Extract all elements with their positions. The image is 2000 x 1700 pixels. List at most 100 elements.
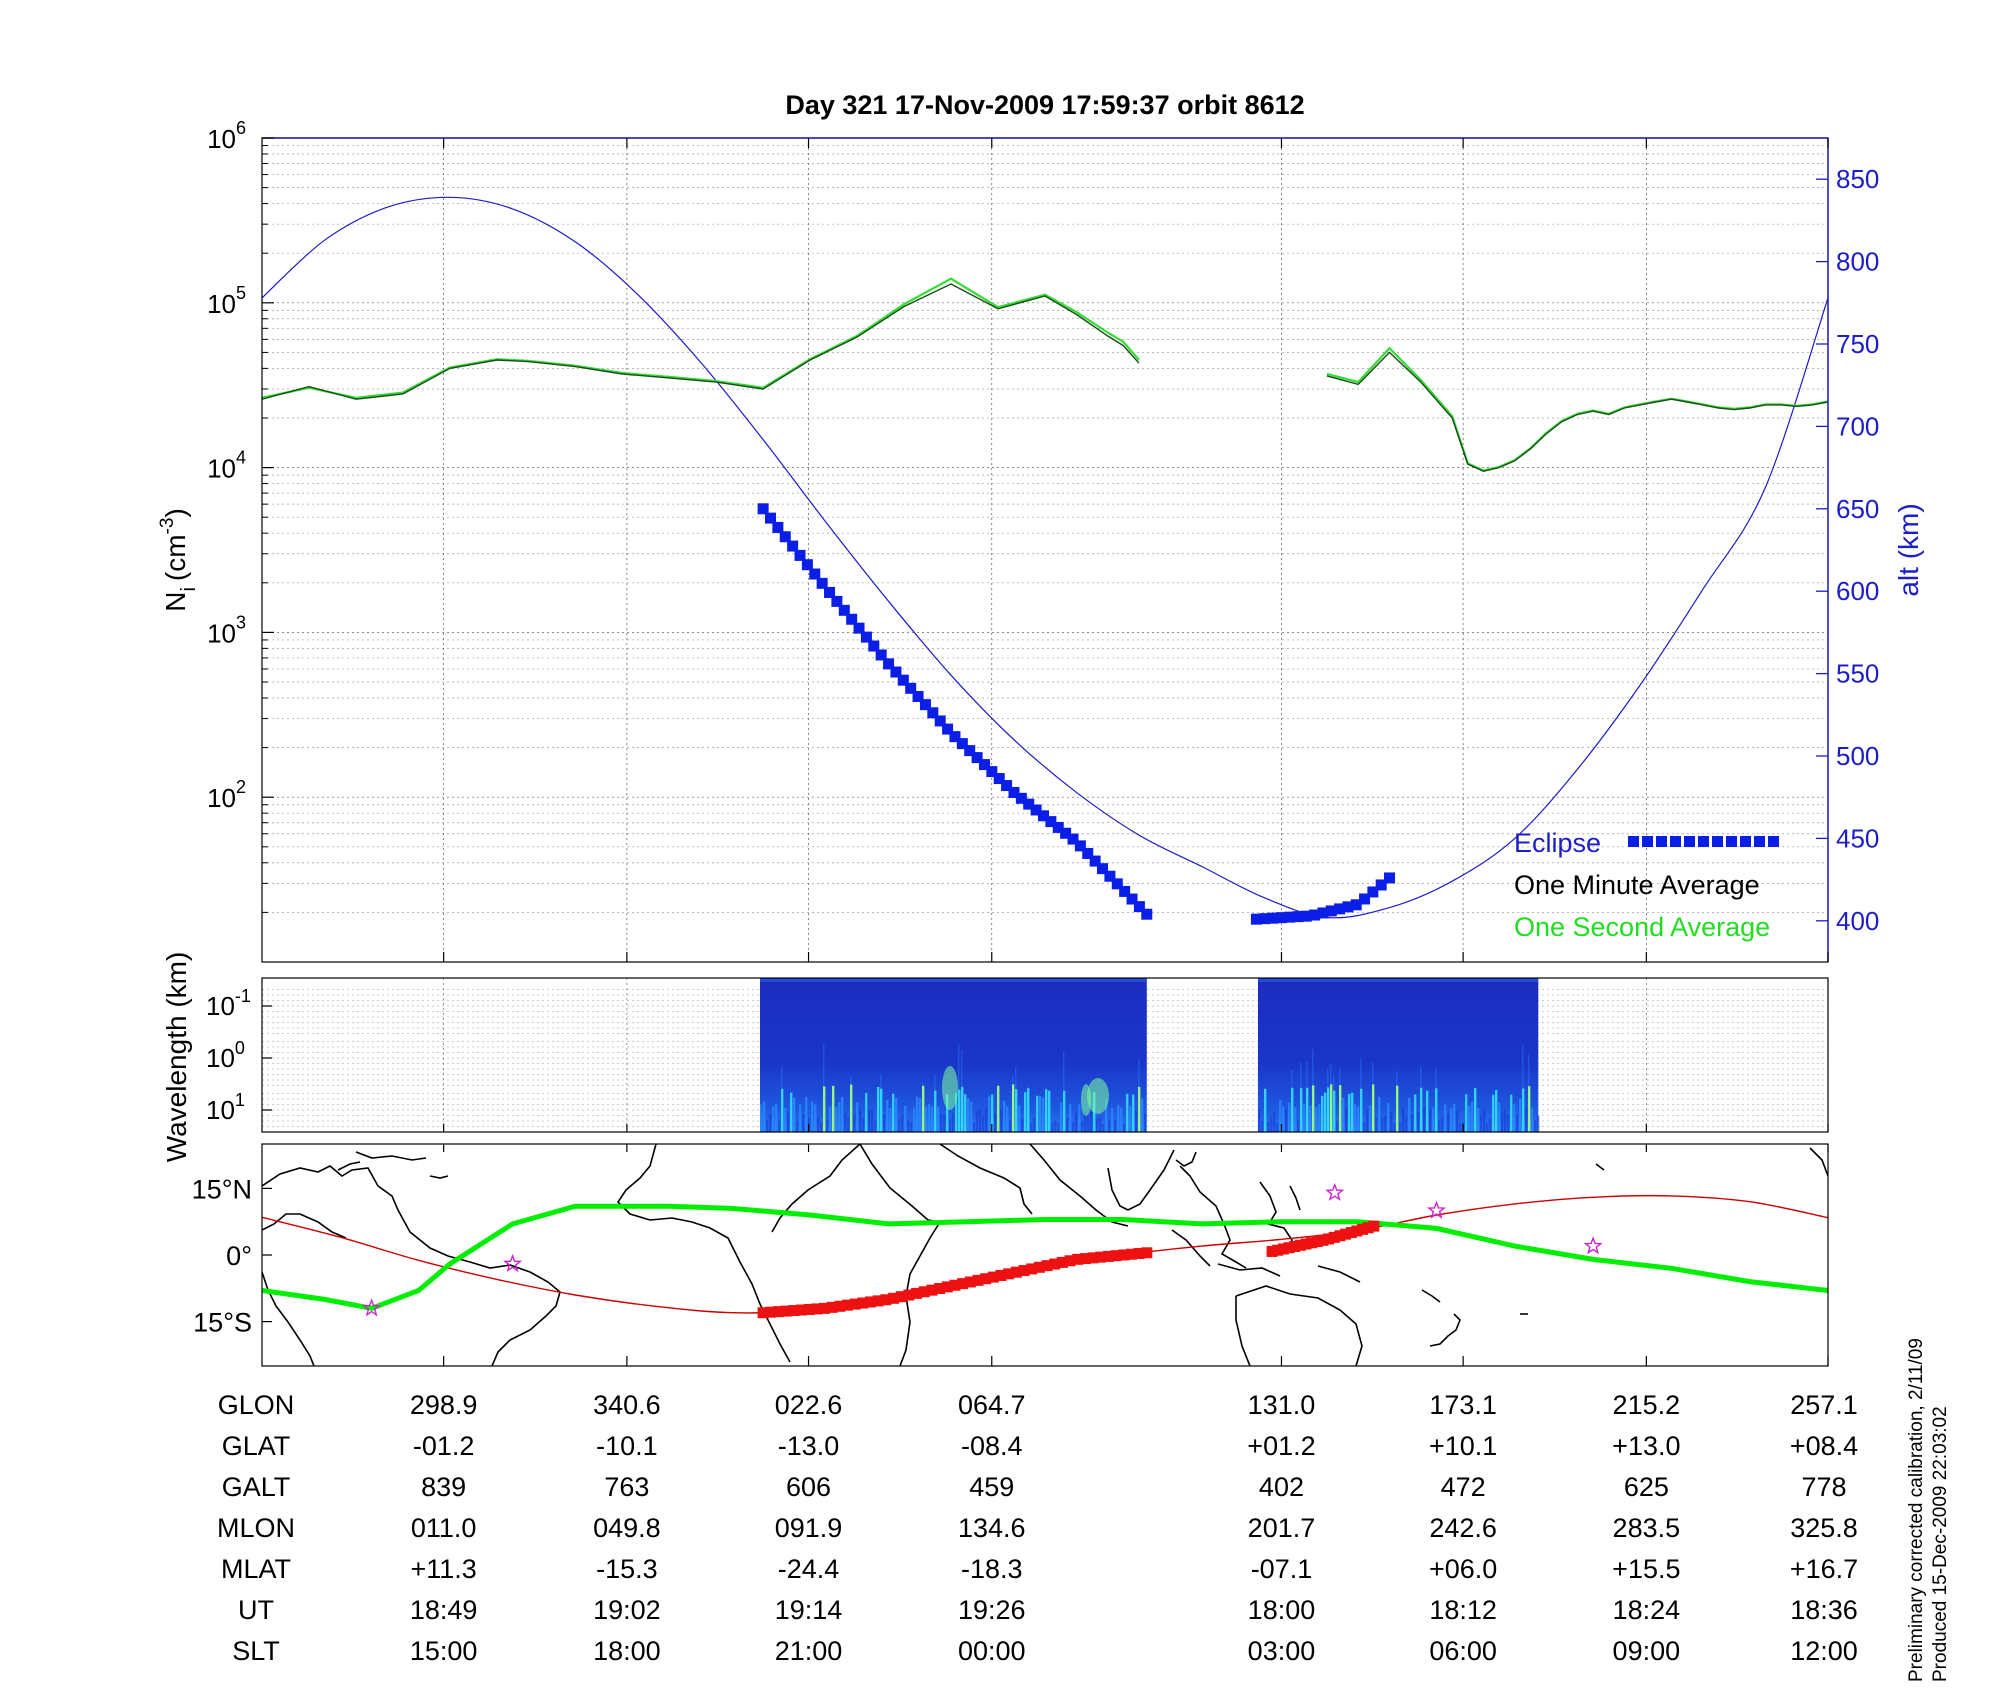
legend-eclipse-label: Eclipse: [1514, 828, 1601, 858]
spectrogram-column: [1044, 1089, 1048, 1132]
spectrogram-column: [1341, 1097, 1345, 1132]
map-eclipse-marker: [1283, 1242, 1295, 1254]
eclipse-marker: [1074, 840, 1086, 852]
table-cell: 257.1: [1790, 1390, 1858, 1420]
eclipse-marker: [1375, 879, 1387, 891]
table-cell: +08.4: [1790, 1431, 1858, 1461]
map-eclipse-marker: [1272, 1244, 1284, 1256]
dip-equator-line: [262, 1203, 1828, 1311]
spectrogram-column: [1491, 1094, 1495, 1132]
spectrogram-column: [879, 1088, 883, 1132]
eclipse-marker: [1300, 910, 1312, 922]
altitude-tick-label: 700: [1836, 411, 1879, 441]
spectrogram-column: [1371, 1084, 1375, 1132]
spectrogram-column: [858, 1110, 862, 1132]
spectrogram-column: [894, 1097, 898, 1132]
table-cell: -08.4: [961, 1431, 1023, 1461]
map-eclipse-marker: [765, 1306, 777, 1318]
spectrogram-column: [1143, 1113, 1147, 1132]
table-cell: -10.1: [596, 1431, 658, 1461]
tick-base: 10: [206, 991, 235, 1021]
spectrogram-column: [1437, 1120, 1441, 1132]
altitude-tick-label: 550: [1836, 659, 1879, 689]
eclipse-marker: [1292, 911, 1304, 923]
eclipse-marker: [1309, 909, 1321, 921]
eclipse-marker: [816, 577, 828, 589]
map-area: [262, 1144, 1828, 1366]
spectrogram-column: [1494, 1089, 1498, 1132]
legend-eclipse-square: [1726, 836, 1737, 847]
altitude-tick-label: 750: [1836, 329, 1879, 359]
tick-base: 10: [206, 1095, 235, 1125]
spectrogram-column: [1062, 1090, 1066, 1132]
spectrogram-column: [936, 1106, 940, 1132]
table-cell: 459: [969, 1472, 1014, 1502]
spectrogram-column: [822, 1086, 826, 1132]
spectrogram-column: [921, 1085, 925, 1132]
eclipse-marker: [1111, 878, 1123, 890]
table-cell: -01.2: [413, 1431, 475, 1461]
map-eclipse-marker: [1010, 1266, 1022, 1278]
spectrogram-streak: [1338, 1068, 1341, 1086]
eclipse-marker: [1342, 901, 1354, 913]
spectrogram-streak: [1290, 1070, 1293, 1088]
table-cell: 19:02: [593, 1595, 661, 1625]
chart-title: Day 321 17-Nov-2009 17:59:37 orbit 8612: [785, 90, 1304, 120]
tick-exp: 4: [236, 448, 246, 468]
map-eclipse-marker: [857, 1297, 869, 1309]
spectrogram-streak: [921, 1082, 924, 1086]
latitude-axis-ticks: 15°N 0° 15°S: [192, 1174, 272, 1338]
spectrogram-column: [1524, 1108, 1528, 1132]
map-eclipse-marker: [980, 1273, 992, 1285]
map-star-markers: [362, 1182, 1603, 1317]
table-cell: 03:00: [1248, 1636, 1316, 1666]
spectrogram-column: [786, 1112, 790, 1132]
spectrogram-column: [852, 1114, 856, 1132]
spectrogram-column: [975, 1111, 979, 1132]
table-cell: +13.0: [1612, 1431, 1680, 1461]
spectrogram-streak: [1011, 1074, 1014, 1085]
spectrogram-column: [1443, 1104, 1447, 1132]
spectrogram-column: [909, 1122, 913, 1132]
spectrogram-column: [864, 1093, 868, 1132]
spectrogram-column: [903, 1105, 907, 1132]
eclipse-marker: [1060, 827, 1072, 839]
table-cell: 15:00: [410, 1636, 478, 1666]
map-eclipse-marker: [834, 1300, 846, 1312]
eclipse-marker: [1126, 893, 1138, 905]
spectrogram-column: [1005, 1106, 1009, 1132]
table-cell: +11.3: [410, 1554, 476, 1584]
table-cell: 839: [421, 1472, 466, 1502]
spectrogram-column: [861, 1117, 865, 1132]
density-axis-label: Ni (cm-3): [157, 508, 200, 612]
eclipse-marker: [801, 559, 813, 571]
spectrogram-column: [774, 1103, 778, 1132]
map-eclipse-marker: [941, 1281, 953, 1293]
spectrogram-streak: [1371, 1062, 1374, 1085]
spectrogram-column: [1473, 1087, 1477, 1132]
altitude-tick-label: 400: [1836, 906, 1879, 936]
table-cell: 134.6: [958, 1513, 1026, 1543]
eclipse-marker: [942, 723, 954, 735]
table-cell: -15.3: [596, 1554, 658, 1584]
map-eclipse-marker: [1294, 1239, 1306, 1251]
spectrogram-column: [1275, 1122, 1279, 1132]
altitude-tick-label: 850: [1836, 164, 1879, 194]
eclipse-marker: [1141, 908, 1153, 920]
eclipse-marker: [1030, 804, 1042, 816]
spectrogram-streak: [960, 1050, 963, 1087]
spectrogram-column: [798, 1104, 802, 1132]
density-label-sub: i: [178, 587, 200, 591]
table-cell: 283.5: [1613, 1513, 1681, 1543]
latitude-tick-label: 15°S: [193, 1308, 252, 1338]
table-row-label: MLON: [217, 1513, 295, 1543]
spectrogram-column: [1398, 1122, 1402, 1132]
eclipse-marker: [905, 682, 917, 694]
map-eclipse-marker: [957, 1278, 969, 1290]
spectrogram-column: [801, 1114, 805, 1132]
map-eclipse-marker: [1334, 1230, 1346, 1242]
table-cell: 18:12: [1429, 1595, 1497, 1625]
eclipse-marker: [764, 512, 776, 524]
spectrogram-bright-feature: [942, 1066, 958, 1110]
